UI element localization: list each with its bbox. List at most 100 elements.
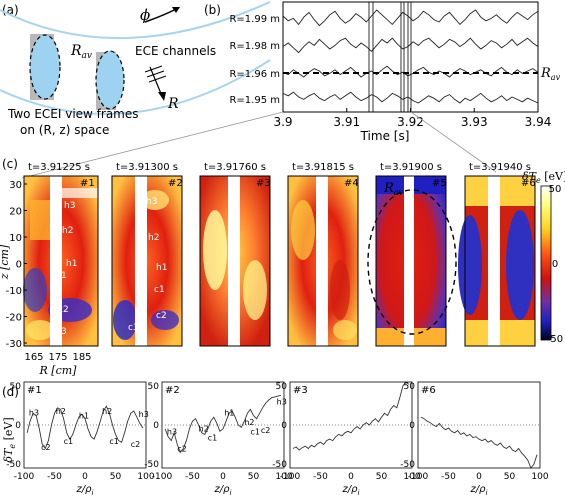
profile-tag: c2 [131,440,141,449]
feature-tag: c1 [154,285,165,295]
z-tick-label: 30 [9,180,22,191]
profile-line [164,394,282,454]
trace-label: R=1.95 m [229,95,280,106]
z-tick-label: -20 [6,313,22,324]
ece-channel-tick [146,70,165,78]
frame-2-blob [113,300,137,340]
profile-x-tick-label: 0 [220,472,226,482]
r-tick-label: 185 [72,352,91,363]
profile-line [292,381,410,451]
profile-tag: h2 [102,407,112,416]
profile-x-tick-label: -100 [152,472,173,482]
torus-arc-outer [0,1,271,40]
trace-label-group: R=1.99 m R=1.98 m R=1.96 m R=1.95 m [229,14,280,106]
d-ylabel: δTe [eV] [2,417,17,462]
profile-tag: c2 [41,443,51,452]
phi-label: ϕ [140,6,150,24]
feature-tag: h3 [64,201,75,211]
feature-tag: h3 [146,197,157,207]
rav-label-c: Rav [383,181,404,197]
frame-6-blob [458,215,482,315]
profile-x-tick-label: -50 [313,472,328,482]
profile-x-tick-label: 100 [275,472,292,482]
profile-y-tick-label: 50 [404,382,416,392]
profile-plot: #3 -100 -50 0 50 100 50 0 -50 z/ρi [272,381,421,497]
profile-x-label: z/ρi [342,484,360,497]
frame-6 [458,175,536,347]
profile-y-tick-label: 0 [153,421,159,431]
trace-group [282,9,539,104]
z-axis-label: z [cm] [0,244,11,280]
frame-3-blob [203,210,227,290]
frame-number: #6 [521,178,536,189]
ece-trace [282,37,539,54]
profile-line [420,416,538,469]
profile-x-tick-label: -50 [441,472,456,482]
connector-line [21,111,284,179]
profile-x-tick-label: 50 [248,472,260,482]
frame-2-gap [135,176,147,346]
frame-3 [199,175,271,347]
profile-tag: h2 [199,424,209,433]
profile-x-tick-label: 50 [376,472,388,482]
feature-tag: c3 [56,327,67,337]
frame-2 [111,175,183,347]
profile-y-tick-label: 0 [15,421,21,431]
frame-6-gap [488,176,500,346]
r-tick-label: 175 [48,352,67,363]
x-tick-label: 3.91 [333,115,360,129]
plot-number: #2 [165,385,180,396]
frame-6-border [464,175,536,347]
frame-3-border [199,175,271,347]
frame-number: #2 [168,178,183,189]
profile-y-tick-label: -50 [272,460,287,470]
z-tick-label: -10 [6,286,22,297]
ece-arrowhead [158,92,166,101]
feature-tag: h1 [66,259,77,269]
profile-x-tick-label: -100 [280,472,301,482]
profile-tag: h1 [224,409,234,418]
profile-tag: c1 [64,437,74,446]
x-tick-label: 3.93 [461,115,488,129]
profile-plot: #1 h3 h2 h1 h2 h3 c2 c1 c1 c2 -100 -50 0 50 100 50 0 -50 z… [6,381,155,497]
view-frame-2 [95,50,125,110]
frame-5-gap [404,176,414,346]
caption-line-1: Two ECEI view frames [7,107,139,121]
profile-y-tick-label: 0 [409,421,415,431]
profile-tag: c1 [109,437,119,446]
profile-x-tick-label: 0 [82,472,88,482]
torus-arc-inner [0,59,271,115]
phi-arrowhead [172,7,180,13]
frame-4 [287,175,359,347]
profile-y-tick-label: 0 [281,421,287,431]
profile-tag: h3 [167,427,177,436]
r-direction-label: R [167,96,179,112]
frame-5: Rav [367,175,457,347]
feature-tag-group: h3 h2 h1 c1 c2 c3 h3 h2 h1 c1 c2 c3 [56,197,167,337]
frame-3-gap [228,176,240,346]
frame-time: t=3.91300 s [116,162,178,173]
frame-number-group: #1 #2 #3 #4 #5 #6 [80,178,536,189]
panel-c-label: (c) [2,157,18,171]
colorbar-tick-label: 50 [549,184,562,195]
profile-x-label: z/ρi [470,484,488,497]
ece-channel-tick [148,75,167,83]
frame-time: t=3.91815 s [292,162,354,173]
r-tick-label: 165 [24,352,43,363]
frame-number: #5 [432,178,447,189]
profile-x-tick-label: -100 [14,472,35,482]
profile-tag: h2 [56,407,66,416]
profile-x-tick-label: -50 [47,472,62,482]
panel-c: (c) t=3.91225 s t=3.91300 s t=3.91760 s t=3… [0,157,565,377]
profile-plot: #6 -100 -50 0 50 100 50 0 -50 z/ρi [400,381,549,497]
rav-label-a: Rav [70,43,92,61]
z-tick-group: 30 20 10 0 -10 -20 -30 [6,180,27,350]
ece-trace [282,91,539,104]
ece-channel-tick [144,65,163,73]
profile-x-tick-label: 100 [531,472,548,482]
ece-trace [282,9,539,27]
profile-x-tick-label: -50 [185,472,200,482]
frame-4-gap [316,176,328,346]
frame-1-border [23,175,99,347]
